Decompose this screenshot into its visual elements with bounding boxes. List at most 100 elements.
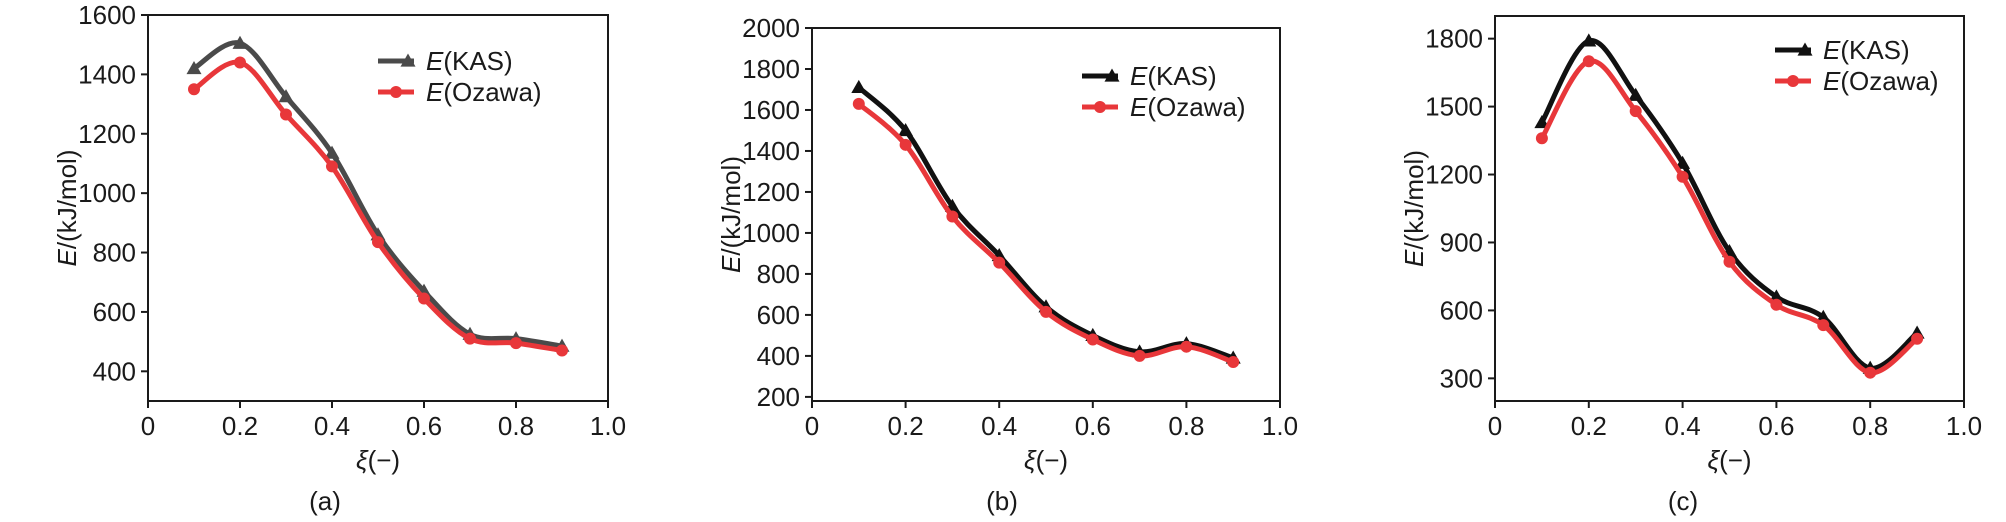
data-point-circle xyxy=(946,210,959,223)
y-axis-label: E/(kJ/mol) xyxy=(1399,150,1429,267)
panel-caption: (c) xyxy=(1668,486,1698,516)
data-point-circle xyxy=(188,83,200,96)
data-point-circle xyxy=(510,337,522,350)
x-tick-label: 0.4 xyxy=(1665,411,1701,441)
y-tick-label: 300 xyxy=(1440,363,1483,393)
data-point-circle xyxy=(1864,366,1877,379)
data-point-circle xyxy=(852,97,865,110)
y-axis-symbol: E xyxy=(716,255,746,273)
y-axis-symbol: E xyxy=(52,249,82,267)
legend-name: (Ozawa) xyxy=(1147,92,1245,122)
x-axis-unit: (−) xyxy=(368,445,401,475)
x-axis-label: ξ(−) xyxy=(356,445,400,475)
legend-marker-triangle xyxy=(400,53,416,67)
x-tick-label: 0.2 xyxy=(222,411,258,441)
x-axis-label: ξ(−) xyxy=(1707,445,1751,475)
legend-label: E(KAS) xyxy=(426,46,513,76)
x-axis-unit: (−) xyxy=(1036,445,1069,475)
data-point-triangle xyxy=(1815,309,1831,323)
series-line xyxy=(191,40,565,349)
data-point-circle xyxy=(1676,170,1689,183)
series-kas xyxy=(1534,33,1925,374)
legend-name: (KAS) xyxy=(443,46,512,76)
y-tick-label: 800 xyxy=(93,238,136,268)
x-tick-label: 0.8 xyxy=(498,411,534,441)
data-point-circle xyxy=(280,108,292,121)
legend-symbol: E xyxy=(426,46,444,76)
y-tick-label: 1600 xyxy=(78,0,136,30)
panel-caption: (b) xyxy=(986,486,1018,516)
legend-name: (Ozawa) xyxy=(443,77,541,107)
series-kas xyxy=(851,79,1241,364)
y-axis-label: E/(kJ/mol) xyxy=(52,149,82,266)
legend-name: (Ozawa) xyxy=(1840,66,1938,96)
y-tick-label: 1500 xyxy=(1425,92,1483,122)
data-point-circle xyxy=(1911,332,1924,345)
series-ozawa xyxy=(188,56,568,357)
y-tick-label: 1400 xyxy=(78,59,136,89)
x-tick-label: 0.6 xyxy=(1758,411,1794,441)
x-tick-label: 1.0 xyxy=(1946,411,1982,441)
legend-name: (KAS) xyxy=(1147,61,1216,91)
legend-symbol: E xyxy=(1130,92,1148,122)
x-tick-label: 0.8 xyxy=(1168,411,1204,441)
y-axis-unit: /(kJ/mol) xyxy=(1399,150,1429,250)
x-tick-label: 0.6 xyxy=(1075,411,1111,441)
y-tick-label: 600 xyxy=(757,300,800,330)
data-point-circle xyxy=(899,138,912,151)
data-point-circle xyxy=(1535,132,1548,145)
data-point-circle xyxy=(1180,340,1193,353)
data-point-circle xyxy=(1629,105,1642,118)
y-tick-label: 1400 xyxy=(742,136,800,166)
y-tick-label: 200 xyxy=(757,382,800,412)
legend-label: E(Ozawa) xyxy=(1130,92,1246,122)
data-point-circle xyxy=(556,344,568,357)
data-point-circle xyxy=(418,292,430,305)
x-tick-label: 1.0 xyxy=(1262,411,1298,441)
y-axis-symbol: E xyxy=(1399,249,1429,267)
data-point-circle xyxy=(1040,305,1052,318)
x-tick-label: 0 xyxy=(805,411,819,441)
data-point-triangle xyxy=(232,35,248,49)
y-tick-label: 1200 xyxy=(78,119,136,149)
plot-frame xyxy=(1494,15,1965,402)
data-point-circle xyxy=(1086,333,1099,346)
series-ozawa xyxy=(1535,55,1924,379)
legend-label: E(KAS) xyxy=(1823,35,1910,65)
y-tick-label: 400 xyxy=(93,356,136,386)
data-point-triangle xyxy=(186,60,202,75)
x-tick-label: 0.2 xyxy=(1571,411,1607,441)
series-line xyxy=(856,101,1236,365)
y-tick-label: 1000 xyxy=(742,218,800,248)
legend-name: (KAS) xyxy=(1840,35,1909,65)
x-axis-label: ξ(−) xyxy=(1024,445,1068,475)
legend-marker-triangle xyxy=(1104,68,1120,82)
x-tick-label: 0.2 xyxy=(888,411,924,441)
series-ozawa xyxy=(852,97,1240,369)
y-tick-label: 1800 xyxy=(742,54,800,84)
data-point-triangle xyxy=(898,122,914,137)
legend-symbol: E xyxy=(426,77,444,107)
series-line xyxy=(1539,58,1920,376)
data-point-circle xyxy=(993,256,1006,269)
x-tick-label: 1.0 xyxy=(590,411,626,441)
data-point-circle xyxy=(1723,255,1736,268)
data-point-circle xyxy=(1133,349,1146,362)
x-tick-label: 0.4 xyxy=(314,411,350,441)
legend-marker-triangle xyxy=(1797,42,1813,56)
legend-marker-circle xyxy=(390,86,402,98)
plot-frame xyxy=(147,14,609,402)
x-tick-label: 0.8 xyxy=(1852,411,1888,441)
y-axis-unit: /(kJ/mol) xyxy=(52,149,82,249)
data-point-circle xyxy=(234,56,246,69)
data-point-circle xyxy=(1817,319,1830,332)
chart-panel-c: 0 0.2 0.4 0.6 0.8 1.0 300 600 900 1200 1500 1800 ξ(−… xyxy=(1399,15,1982,516)
y-tick-label: 1600 xyxy=(742,95,800,125)
chart-panel-a: 0 0.2 0.4 0.6 0.8 1.0 400 600 800 1000 1200 1400 160… xyxy=(52,0,626,516)
data-point-triangle xyxy=(1628,87,1644,101)
data-point-circle xyxy=(464,332,476,345)
y-axis-label: E/(kJ/mol) xyxy=(716,156,746,273)
data-point-circle xyxy=(1770,298,1783,311)
data-point-circle xyxy=(326,160,338,173)
legend-symbol: E xyxy=(1823,35,1841,65)
